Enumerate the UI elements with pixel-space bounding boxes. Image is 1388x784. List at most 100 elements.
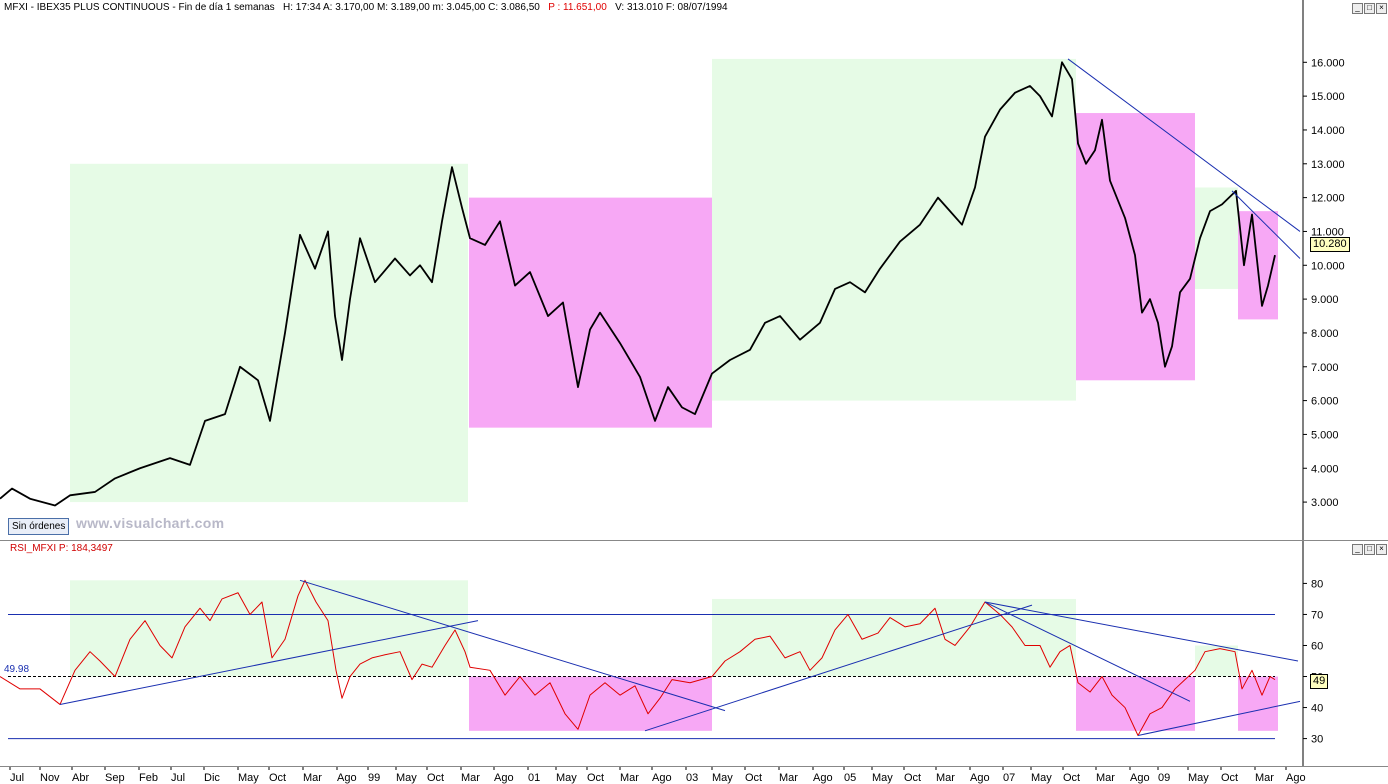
x-tick-label-37: May (1188, 772, 1209, 784)
x-tick-label-31: 07 (1003, 772, 1015, 784)
y-tick-label-12: 15.000 (1311, 91, 1345, 103)
x-tick-label-34: Mar (1096, 772, 1115, 784)
x-tick-label-10: Ago (337, 772, 357, 784)
ohlc-stats: H: 17:34 A: 3.170,00 M: 3.189,00 m: 3.04… (282, 2, 540, 13)
x-tick-label-29: Mar (936, 772, 955, 784)
y-tick-label-6: 9.000 (1311, 294, 1339, 306)
x-tick-label-2: Abr (72, 772, 89, 784)
period-change: P : 11.651,00 (548, 2, 607, 13)
x-tick-label-28: Oct (904, 772, 921, 784)
x-tick-label-16: 01 (528, 772, 540, 784)
rsi-maximize-icon[interactable]: □ (1364, 544, 1375, 555)
y-tick-label-4: 70 (1311, 609, 1323, 621)
y-tick-label-0: 30 (1311, 734, 1323, 746)
rsi-chart-pane[interactable]: RSI_MFXI P: 184,3497 _ □ × 304050607080 … (0, 540, 1388, 767)
y-tick-label-4: 7.000 (1311, 362, 1339, 374)
x-tick-label-39: Mar (1255, 772, 1274, 784)
bear-zone-3 (1076, 113, 1195, 381)
bull-zone-4 (1195, 187, 1238, 289)
time-axis: Jul Nov Abr Sep Feb Jul Dic May Oct Mar Ago 99 May Oc… (0, 766, 1388, 784)
x-tick-label-14: Mar (461, 772, 480, 784)
trendline-3 (984, 601, 1299, 662)
last-price-flag: 10.280 (1310, 237, 1350, 252)
bear-zone-1 (469, 197, 712, 428)
rsi-last-flag: 49 (1310, 674, 1329, 689)
y-tick-label-13: 16.000 (1311, 57, 1345, 69)
x-tick-label-7: May (238, 772, 259, 784)
x-tick-label-24: Mar (779, 772, 798, 784)
maximize-icon[interactable]: □ (1364, 3, 1375, 14)
x-tick-label-38: Oct (1221, 772, 1238, 784)
price-chart: 3.000 4.000 5.000 6.000 7.000 8.000 9.000 10.00… (0, 0, 1345, 540)
y-tick-label-5: 8.000 (1311, 328, 1339, 340)
y-tick-label-2: 5.000 (1311, 429, 1339, 441)
x-tick-label-0: Jul (10, 772, 24, 784)
x-tick-label-12: May (396, 772, 417, 784)
x-tick-label-19: Mar (620, 772, 639, 784)
x-tick-label-6: Dic (204, 772, 220, 784)
x-tick-label-22: May (712, 772, 733, 784)
x-tick-label-9: Mar (303, 772, 322, 784)
rsi-chart: 304050607080 (0, 541, 1323, 767)
rsi-close-icon[interactable]: × (1376, 544, 1387, 555)
symbol-title: MFXI - IBEX35 PLUS CONTINUOUS - Fin de d… (4, 2, 275, 13)
bear-zone-1 (469, 676, 712, 731)
x-tick-label-5: Jul (171, 772, 185, 784)
x-tick-label-32: May (1031, 772, 1052, 784)
y-tick-label-5: 80 (1311, 578, 1323, 590)
y-tick-label-11: 14.000 (1311, 125, 1345, 137)
series-line-0 (0, 61, 1276, 507)
trendline-0 (59, 620, 479, 705)
y-tick-label-1: 40 (1311, 703, 1323, 715)
volume-date: V: 313.010 F: 08/07/1994 (615, 2, 728, 13)
bull-zone-0 (70, 163, 468, 503)
x-tick-label-13: Oct (427, 772, 444, 784)
series-line-0 (0, 579, 1276, 736)
x-tick-label-17: May (556, 772, 577, 784)
x-tick-label-30: Ago (970, 772, 990, 784)
x-tick-label-1: Nov (40, 772, 60, 784)
price-chart-pane[interactable]: MFXI - IBEX35 PLUS CONTINUOUS - Fin de d… (0, 0, 1388, 540)
x-tick-label-4: Feb (139, 772, 158, 784)
x-tick-label-33: Oct (1063, 772, 1080, 784)
bull-zone-2 (712, 58, 1076, 401)
minimize-icon[interactable]: _ (1352, 3, 1363, 14)
x-tick-label-27: May (872, 772, 893, 784)
x-tick-label-8: Oct (269, 772, 286, 784)
trendline-1 (299, 579, 726, 712)
bull-zone-0 (70, 580, 468, 677)
x-tick-label-36: 09 (1158, 772, 1170, 784)
x-tick-label-3: Sep (105, 772, 125, 784)
bull-zone-4 (1195, 645, 1238, 677)
bear-zone-3 (1076, 676, 1195, 731)
y-tick-label-0: 3.000 (1311, 497, 1339, 509)
trendline-1 (1231, 190, 1301, 259)
trendline-0 (1067, 58, 1301, 232)
trendline-4 (984, 601, 1191, 702)
x-tick-label-40: Ago (1286, 772, 1306, 784)
sin-ordenes-button[interactable]: Sin órdenes (8, 518, 70, 535)
rsi-title: RSI_MFXI P: 184,3497 (10, 543, 113, 554)
rsi-level-label: 49.98 (4, 664, 30, 675)
bull-zone-2 (712, 598, 1076, 677)
x-tick-label-18: Oct (587, 772, 604, 784)
x-tick-label-26: 05 (844, 772, 856, 784)
y-tick-label-10: 13.000 (1311, 159, 1345, 171)
y-tick-label-8: 11.000 (1311, 226, 1344, 238)
y-tick-label-1: 4.000 (1311, 463, 1339, 475)
chart-header: MFXI - IBEX35 PLUS CONTINUOUS - Fin de d… (4, 2, 728, 13)
x-tick-label-25: Ago (813, 772, 833, 784)
watermark: www.visualchart.com (76, 515, 225, 531)
y-tick-label-3: 6.000 (1311, 396, 1339, 408)
trendline-2 (644, 604, 1033, 732)
x-tick-label-15: Ago (494, 772, 514, 784)
close-icon[interactable]: × (1376, 3, 1387, 14)
time-axis-labels: Jul Nov Abr Sep Feb Jul Dic May Oct Mar Ago 99 May Oc… (9, 767, 1306, 784)
y-tick-label-3: 60 (1311, 640, 1323, 652)
rsi-minimize-icon[interactable]: _ (1352, 544, 1363, 555)
x-tick-label-20: Ago (652, 772, 672, 784)
x-tick-label-11: 99 (368, 772, 380, 784)
x-tick-label-21: 03 (686, 772, 698, 784)
x-tick-label-23: Oct (745, 772, 762, 784)
trendline-5 (1137, 700, 1301, 736)
